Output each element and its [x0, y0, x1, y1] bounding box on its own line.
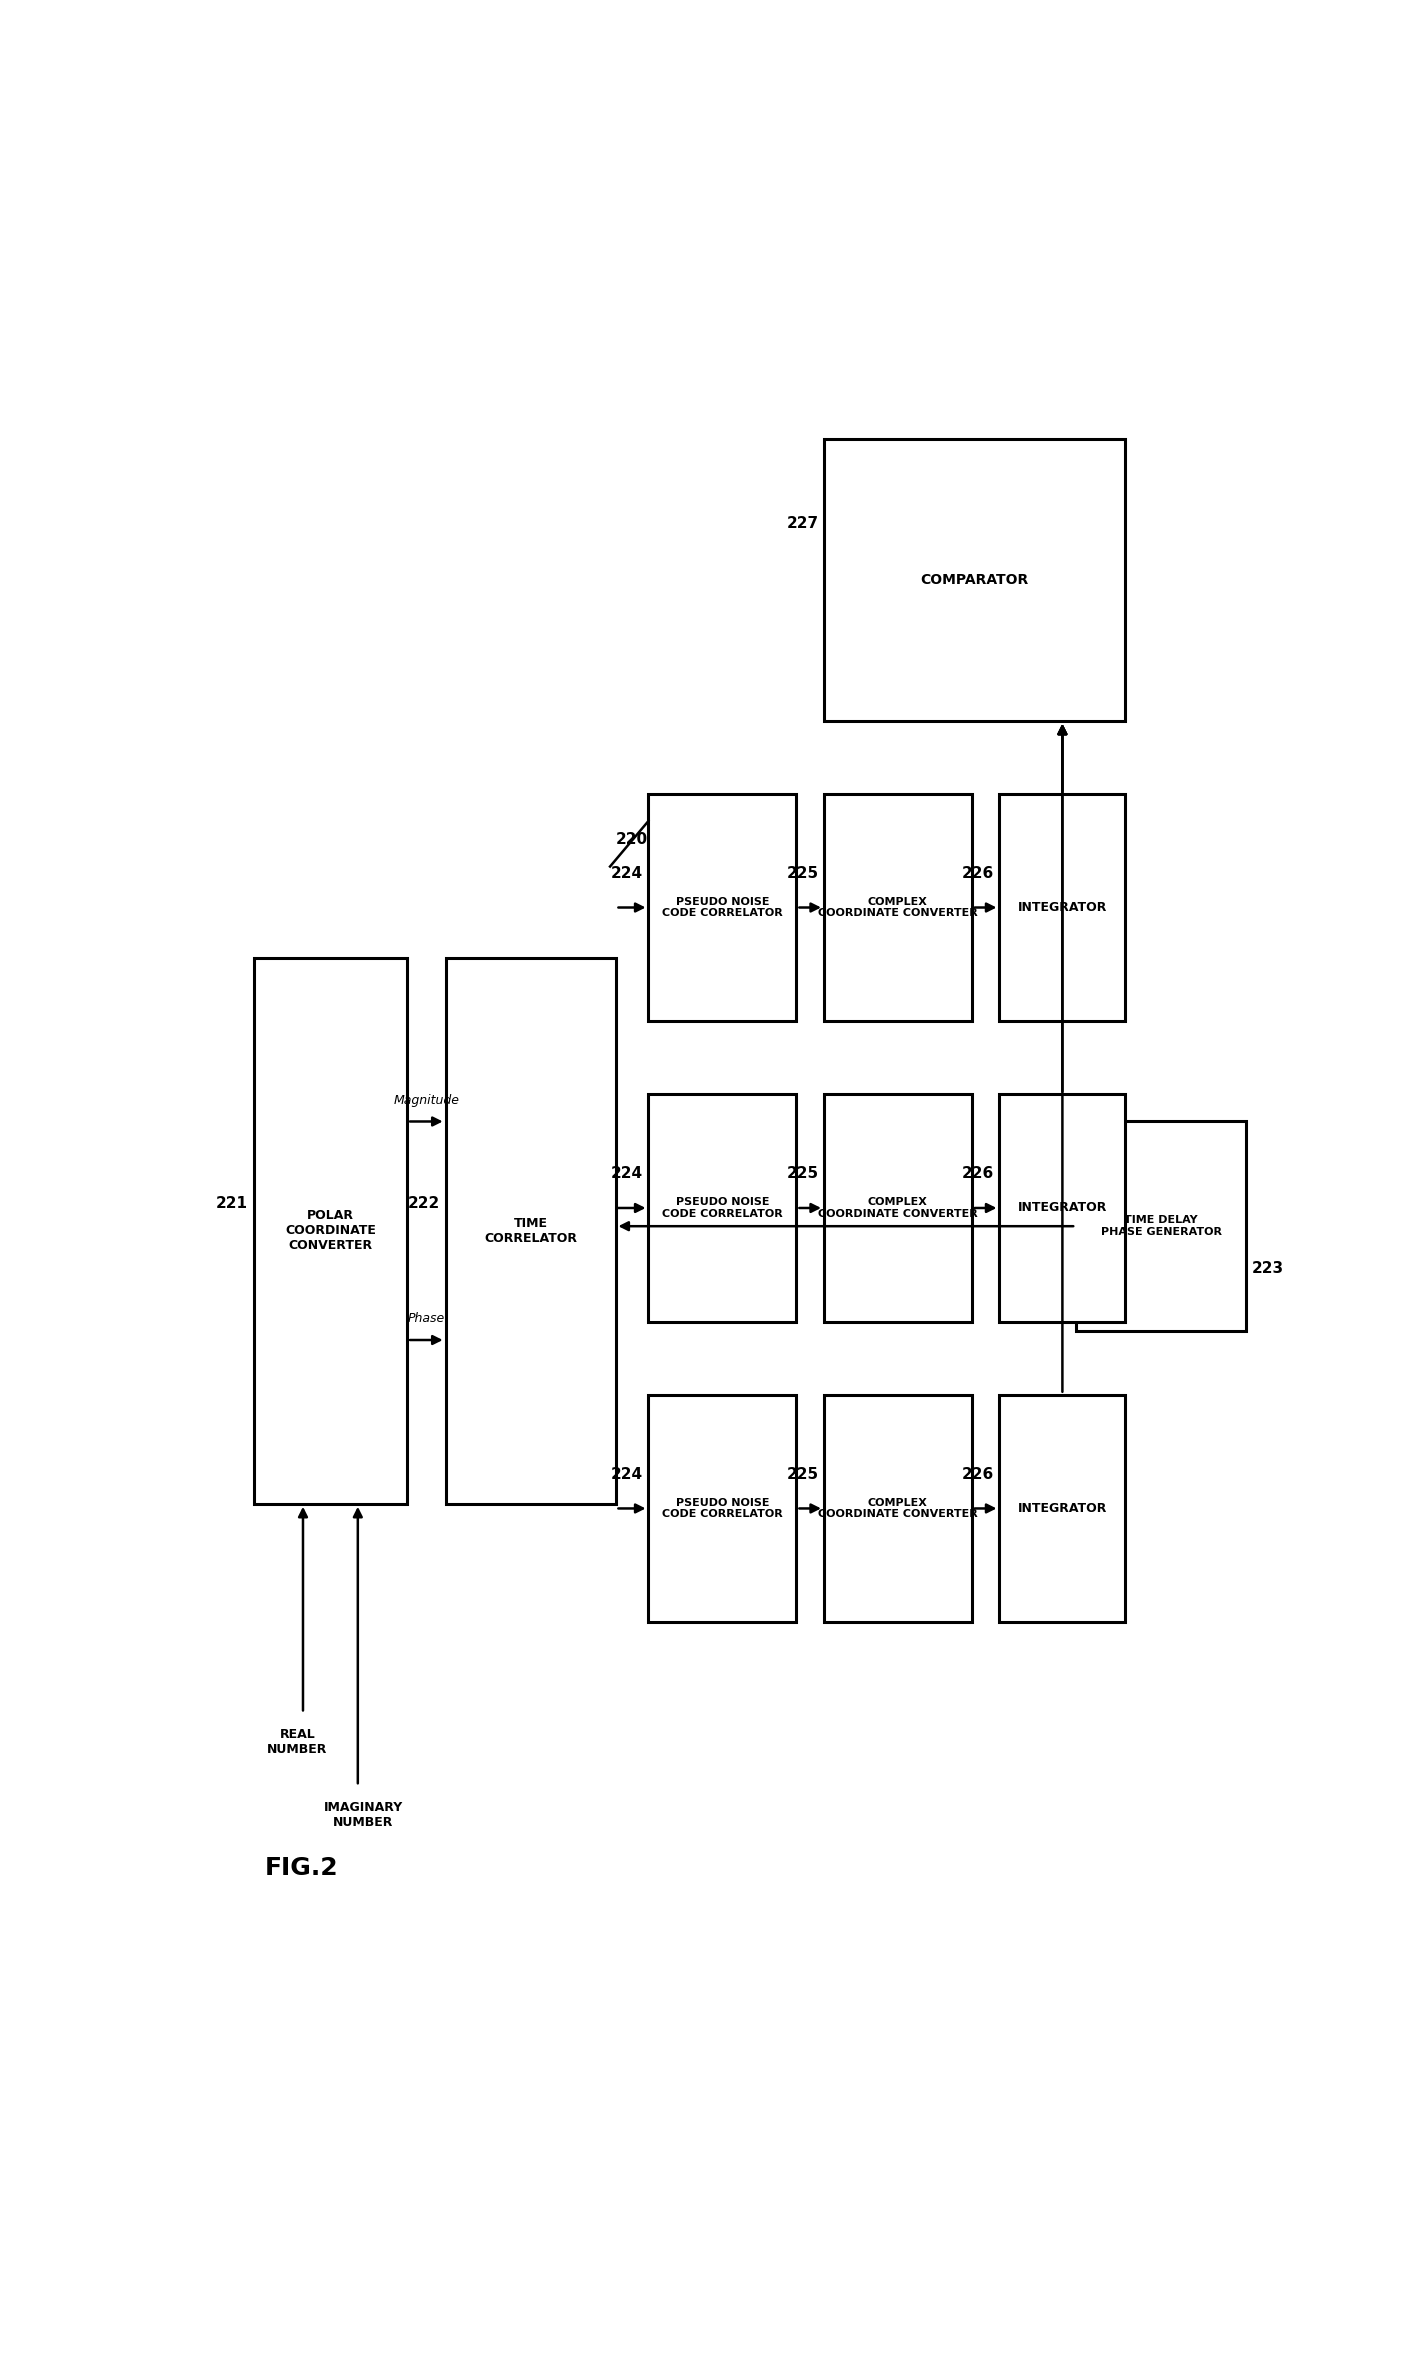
Bar — [824, 1095, 972, 1322]
Text: IMAGINARY
NUMBER: IMAGINARY NUMBER — [324, 1800, 403, 1828]
Text: Phase: Phase — [408, 1313, 444, 1324]
Text: POLAR
COORDINATE
CONVERTER: POLAR COORDINATE CONVERTER — [284, 1209, 376, 1251]
Text: 224: 224 — [611, 1466, 642, 1483]
Text: 225: 225 — [787, 1466, 818, 1483]
Text: 227: 227 — [787, 516, 818, 530]
Text: 221: 221 — [216, 1197, 248, 1211]
Bar — [1077, 1121, 1247, 1331]
Text: COMPLEX
COORDINATE CONVERTER: COMPLEX COORDINATE CONVERTER — [818, 1497, 978, 1518]
Text: INTEGRATOR: INTEGRATOR — [1017, 901, 1107, 913]
Text: Magnitude: Magnitude — [393, 1095, 460, 1107]
Text: COMPLEX
COORDINATE CONVERTER: COMPLEX COORDINATE CONVERTER — [818, 1197, 978, 1218]
Bar — [253, 958, 408, 1504]
Text: 223: 223 — [1251, 1261, 1283, 1275]
Text: 224: 224 — [611, 1166, 642, 1182]
Text: 226: 226 — [962, 1166, 993, 1182]
Text: INTEGRATOR: INTEGRATOR — [1017, 1502, 1107, 1516]
Text: 224: 224 — [611, 866, 642, 880]
Text: TIME
CORRELATOR: TIME CORRELATOR — [484, 1216, 577, 1244]
Text: FIG.2: FIG.2 — [265, 1857, 338, 1880]
Text: REAL
NUMBER: REAL NUMBER — [267, 1729, 328, 1755]
Bar — [648, 1395, 797, 1622]
Bar — [999, 795, 1125, 1022]
Text: 220: 220 — [616, 832, 648, 847]
Text: 226: 226 — [962, 866, 993, 880]
Text: 222: 222 — [408, 1197, 440, 1211]
Text: PSEUDO NOISE
CODE CORRELATOR: PSEUDO NOISE CODE CORRELATOR — [662, 896, 782, 918]
Bar — [824, 1395, 972, 1622]
Text: COMPLEX
COORDINATE CONVERTER: COMPLEX COORDINATE CONVERTER — [818, 896, 978, 918]
Bar — [824, 795, 972, 1022]
Text: 225: 225 — [787, 866, 818, 880]
Bar — [824, 438, 1125, 721]
Text: COMPARATOR: COMPARATOR — [921, 572, 1029, 587]
Text: INTEGRATOR: INTEGRATOR — [1017, 1201, 1107, 1216]
Text: PSEUDO NOISE
CODE CORRELATOR: PSEUDO NOISE CODE CORRELATOR — [662, 1497, 782, 1518]
Text: PSEUDO NOISE
CODE CORRELATOR: PSEUDO NOISE CODE CORRELATOR — [662, 1197, 782, 1218]
Bar — [999, 1395, 1125, 1622]
Text: 225: 225 — [787, 1166, 818, 1182]
Bar — [446, 958, 616, 1504]
Text: TIME DELAY
PHASE GENERATOR: TIME DELAY PHASE GENERATOR — [1101, 1216, 1221, 1237]
Bar — [648, 795, 797, 1022]
Bar — [648, 1095, 797, 1322]
Text: 226: 226 — [962, 1466, 993, 1483]
Bar — [999, 1095, 1125, 1322]
